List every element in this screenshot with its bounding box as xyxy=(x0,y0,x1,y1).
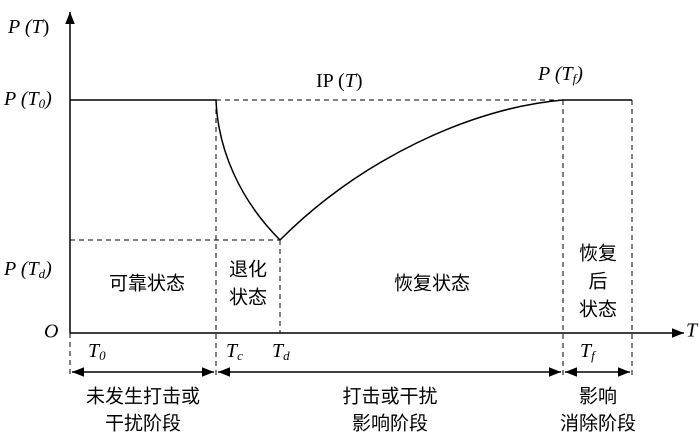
phase-label: 消除阶段 xyxy=(560,412,636,434)
time-sub: 0 xyxy=(99,348,106,363)
state-label: 后 xyxy=(588,270,607,292)
phase-label: 未发生打击或 xyxy=(86,385,200,407)
phase-label: 干扰阶段 xyxy=(105,412,181,434)
y-axis-label: P (T) xyxy=(7,16,49,38)
phase-label: 打击或干扰 xyxy=(342,385,437,407)
state-label: 恢复状态 xyxy=(394,272,470,294)
state-label: 状态 xyxy=(579,298,617,320)
time-label: Tf xyxy=(580,340,597,363)
phase-label: 影响阶段 xyxy=(352,412,428,434)
state-label: 恢复 xyxy=(579,242,617,264)
state-label: 退化 xyxy=(229,258,267,280)
axes xyxy=(65,11,684,338)
level-label: P (T0) xyxy=(3,88,52,111)
time-label: T0 xyxy=(88,340,106,363)
time-main: T xyxy=(272,340,285,362)
performance-curve xyxy=(70,99,632,242)
time-main: T xyxy=(226,340,239,362)
curve-end-label: P (Tf) xyxy=(537,63,583,86)
level-label: P (Td) xyxy=(3,258,52,281)
state-label: 可靠状态 xyxy=(109,272,185,294)
time-label: Tc xyxy=(226,340,243,363)
time-sub: f xyxy=(591,348,597,363)
x-axis-label: T xyxy=(686,320,699,342)
guides xyxy=(69,99,633,378)
state-label: 状态 xyxy=(229,286,267,308)
time-labels: T0 Tc Td Tf xyxy=(88,340,597,363)
origin-label: O xyxy=(44,321,58,343)
phase-label: 影响 xyxy=(579,385,617,407)
time-sub: d xyxy=(283,348,290,363)
time-main: T xyxy=(88,340,101,362)
time-label: Td xyxy=(272,340,290,363)
time-sub: c xyxy=(237,348,243,363)
curve-label: IP (T) xyxy=(316,70,363,92)
time-main: T xyxy=(580,340,593,362)
